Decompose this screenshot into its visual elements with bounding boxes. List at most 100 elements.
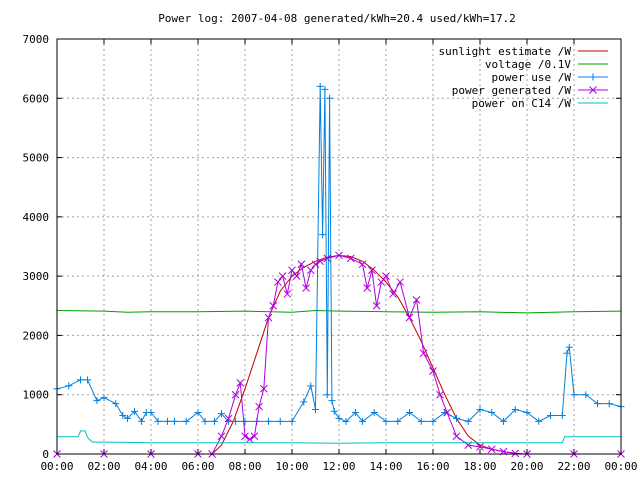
- x-tick-label: 20:00: [510, 460, 543, 473]
- legend-item-sunlight-estimate-w: sunlight estimate /W: [439, 45, 608, 58]
- data-point-power-generated-w: [224, 414, 233, 423]
- data-point-power-generated-w: [368, 266, 376, 275]
- data-point-power-generated-w: [316, 257, 325, 266]
- series-line-power-use-w: [56, 86, 622, 423]
- series-power-generated-w: [53, 251, 625, 458]
- data-point-power-generated-w: [377, 278, 386, 286]
- legend-marker: [589, 86, 597, 94]
- data-point-power-use-w: [476, 406, 484, 414]
- axes: 0 1000 2000 3000 4000 5000 6000 7000 00:00 02:00 0…: [23, 33, 638, 473]
- data-point-power-use-w: [316, 82, 324, 90]
- data-point-power-generated-w: [259, 384, 268, 393]
- data-point-power-use-w: [265, 417, 272, 425]
- y-tick-label: 3000: [23, 270, 50, 283]
- data-point-power-use-w: [119, 411, 127, 419]
- x-tick-label: 04:00: [134, 460, 167, 473]
- data-point-power-generated-w: [302, 284, 310, 292]
- data-point-power-use-w: [326, 94, 334, 102]
- data-point-power-use-w: [464, 417, 472, 425]
- data-point-power-generated-w: [443, 408, 451, 417]
- series-voltage-0-1v: [56, 309, 622, 314]
- data-point-power-use-w: [182, 417, 190, 425]
- series-sunlight-estimate-w: [211, 254, 521, 455]
- data-point-power-use-w: [321, 85, 329, 93]
- legend-label: power use /W: [492, 71, 572, 84]
- series-line-sunlight-estimate-w: [211, 254, 521, 455]
- data-point-power-use-w: [351, 409, 359, 416]
- data-point-power-generated-w: [255, 402, 263, 411]
- data-point-power-use-w: [218, 410, 225, 418]
- data-point-power-use-w: [558, 411, 566, 419]
- data-point-power-use-w: [65, 382, 73, 390]
- data-point-power-use-w: [77, 376, 84, 384]
- data-point-power-use-w: [417, 417, 425, 425]
- grid: [57, 39, 621, 454]
- data-point-power-use-w: [323, 391, 331, 399]
- data-point-power-use-w: [194, 409, 202, 416]
- data-point-power-use-w: [138, 417, 146, 425]
- data-point-power-generated-w: [269, 301, 278, 310]
- data-point-power-generated-w: [311, 260, 320, 269]
- series-line-power-generated-w: [57, 254, 621, 455]
- x-tick-label: 14:00: [369, 460, 402, 473]
- x-tick-label: 18:00: [463, 460, 496, 473]
- data-point-power-use-w: [511, 406, 519, 414]
- x-tick-label: 08:00: [228, 460, 261, 473]
- data-point-power-use-w: [100, 394, 108, 402]
- plot-frame: [56, 38, 622, 455]
- data-point-power-generated-w: [412, 296, 421, 304]
- data-point-power-generated-w: [241, 432, 249, 441]
- y-tick-label: 4000: [23, 211, 50, 224]
- legend-label: power generated /W: [452, 84, 572, 97]
- data-point-power-generated-w: [297, 260, 306, 269]
- data-point-power-use-w: [201, 417, 209, 425]
- series-line-power-on-c14-w: [57, 430, 621, 444]
- y-tick-label: 5000: [23, 152, 50, 165]
- data-point-power-generated-w: [217, 432, 226, 441]
- data-point-power-use-w: [154, 417, 162, 425]
- data-point-power-generated-w: [231, 390, 240, 399]
- data-point-power-use-w: [131, 407, 139, 415]
- data-point-power-generated-w: [288, 266, 296, 275]
- y-tick-label: 0: [42, 448, 49, 461]
- x-tick-label: 00:00: [40, 460, 73, 473]
- data-point-power-generated-w: [405, 313, 414, 322]
- series-line-voltage-0-1v: [56, 309, 622, 314]
- data-point-power-use-w: [523, 409, 531, 416]
- series-power-use-w: [53, 82, 625, 425]
- data-point-power-use-w: [124, 414, 131, 422]
- data-point-power-use-w: [210, 417, 218, 425]
- y-tick-label: 7000: [23, 33, 50, 46]
- data-point-power-generated-w: [363, 284, 372, 292]
- data-point-power-use-w: [342, 417, 350, 425]
- data-point-power-use-w: [147, 409, 155, 416]
- data-point-power-use-w: [547, 411, 554, 419]
- data-point-power-generated-w: [358, 260, 367, 269]
- data-point-power-generated-w: [389, 290, 397, 298]
- data-point-power-use-w: [535, 417, 543, 425]
- data-point-power-use-w: [563, 349, 571, 357]
- x-tick-label: 02:00: [87, 460, 120, 473]
- data-point-power-use-w: [171, 417, 178, 425]
- data-point-power-use-w: [359, 417, 366, 425]
- data-point-power-generated-w: [283, 290, 292, 298]
- data-point-power-use-w: [429, 417, 437, 425]
- data-point-power-use-w: [241, 417, 249, 425]
- data-point-power-generated-w: [323, 254, 332, 263]
- data-point-power-generated-w: [274, 278, 282, 286]
- legend-label: voltage /0.1V: [485, 58, 571, 71]
- legend-item-voltage-0-1v: voltage /0.1V: [485, 58, 608, 71]
- legend-item-power-on-c14-w: power on C14 /W: [472, 97, 608, 110]
- data-point-power-use-w: [453, 414, 460, 422]
- data-point-power-use-w: [406, 409, 413, 416]
- data-point-power-use-w: [328, 397, 336, 405]
- chart-title: Power log: 2007-04-08 generated/kWh=20.4…: [158, 12, 516, 25]
- data-point-power-use-w: [335, 414, 343, 422]
- data-point-power-generated-w: [396, 278, 404, 286]
- data-point-power-use-w: [565, 343, 573, 351]
- data-point-power-use-w: [288, 417, 296, 425]
- data-point-power-use-w: [330, 407, 338, 415]
- data-point-power-use-w: [84, 376, 92, 384]
